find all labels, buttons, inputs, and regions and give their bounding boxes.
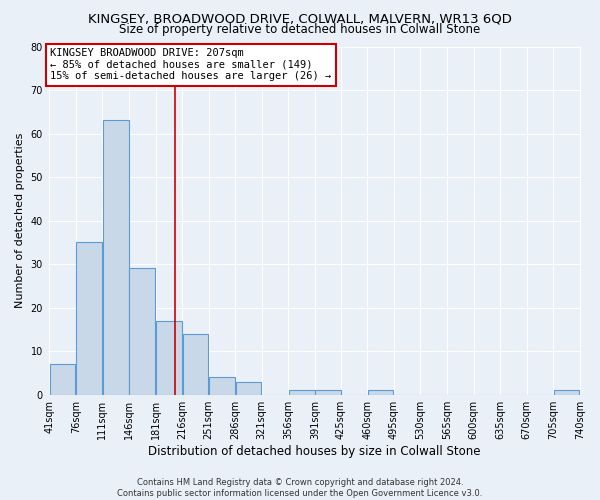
Text: KINGSEY, BROADWOOD DRIVE, COLWALL, MALVERN, WR13 6QD: KINGSEY, BROADWOOD DRIVE, COLWALL, MALVE… xyxy=(88,12,512,26)
Bar xyxy=(316,390,341,394)
Bar xyxy=(209,378,235,394)
Bar xyxy=(368,390,394,394)
Bar xyxy=(554,390,580,394)
Bar xyxy=(289,390,314,394)
Bar xyxy=(182,334,208,394)
Text: Contains HM Land Registry data © Crown copyright and database right 2024.
Contai: Contains HM Land Registry data © Crown c… xyxy=(118,478,482,498)
Y-axis label: Number of detached properties: Number of detached properties xyxy=(15,133,25,308)
Bar xyxy=(130,268,155,394)
Bar xyxy=(236,382,262,394)
X-axis label: Distribution of detached houses by size in Colwall Stone: Distribution of detached houses by size … xyxy=(148,444,481,458)
Text: KINGSEY BROADWOOD DRIVE: 207sqm
← 85% of detached houses are smaller (149)
15% o: KINGSEY BROADWOOD DRIVE: 207sqm ← 85% of… xyxy=(50,48,332,82)
Text: Size of property relative to detached houses in Colwall Stone: Size of property relative to detached ho… xyxy=(119,22,481,36)
Bar xyxy=(103,120,128,394)
Bar xyxy=(156,320,182,394)
Bar xyxy=(50,364,76,394)
Bar xyxy=(76,242,102,394)
